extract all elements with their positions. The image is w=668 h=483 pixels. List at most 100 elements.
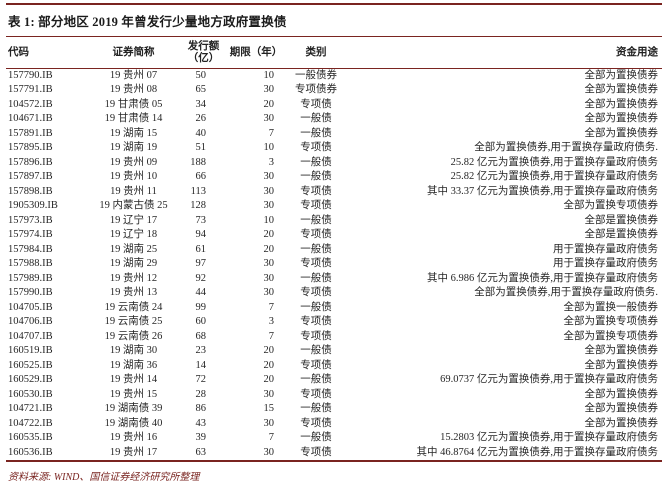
cell-name: 19 云南债 26 xyxy=(104,330,163,342)
cell-amount: 99 xyxy=(195,301,207,313)
cell-code: 157990.IB xyxy=(8,287,53,299)
cell-name: 19 甘肃债 14 xyxy=(104,113,163,125)
cell-amount: 128 xyxy=(190,200,206,212)
cell-category: 专项债券 xyxy=(295,84,337,96)
cell-name: 19 贵州 08 xyxy=(109,84,158,96)
cell-name: 19 贵州 10 xyxy=(109,171,158,183)
cell-category: 一般债 xyxy=(300,113,332,125)
cell-category: 专项债 xyxy=(300,98,332,110)
cell-term: 20 xyxy=(263,229,275,241)
table-row: 157989.IB 19 贵州 12 92 30 一般债 其中 6.986 亿元为置换债券… xyxy=(6,272,662,287)
cell-code: 157973.IB xyxy=(8,214,53,226)
cell-term: 20 xyxy=(263,98,275,110)
cell-term: 7 xyxy=(268,432,274,444)
top-rule xyxy=(6,3,662,5)
cell-term: 3 xyxy=(268,316,274,328)
cell-usage: 全部为置换债券 xyxy=(584,84,659,96)
cell-term: 10 xyxy=(263,142,275,154)
table-row: 157990.IB 19 贵州 13 44 30 专项债 全部为置换债券,用于置换存量政府… xyxy=(6,286,662,301)
cell-code: 160535.IB xyxy=(8,432,53,444)
cell-term: 30 xyxy=(263,113,275,125)
table-row: 104671.IB 19 甘肃债 14 26 30 一般债 全部为置换债券 xyxy=(6,112,662,127)
cell-amount: 65 xyxy=(195,84,207,96)
cell-category: 一般债 xyxy=(300,432,332,444)
cell-term: 10 xyxy=(263,214,275,226)
cell-usage: 用于置换存量政府债务 xyxy=(553,243,658,255)
cell-category: 专项债 xyxy=(300,185,332,197)
cell-usage: 25.82 亿元为置换债券,用于置换存量政府债务 xyxy=(450,156,658,168)
cell-usage: 全部为置换债券 xyxy=(584,345,659,357)
cell-term: 3 xyxy=(268,156,274,168)
cell-name: 19 贵州 13 xyxy=(109,287,158,299)
cell-amount: 50 xyxy=(195,70,207,81)
cell-category: 专项债 xyxy=(300,417,332,429)
cell-code: 104706.IB xyxy=(8,316,53,328)
cell-usage: 全部是置换债券 xyxy=(584,229,659,241)
cell-usage: 69.0737 亿元为置换债券,用于置换存量政府债务 xyxy=(440,374,658,386)
cell-usage: 全部为置换专项债券 xyxy=(563,316,659,328)
cell-name: 19 甘肃债 05 xyxy=(104,98,163,110)
cell-usage: 全部为置换债券 xyxy=(584,70,659,81)
cell-category: 专项债 xyxy=(300,446,332,458)
cell-category: 一般债 xyxy=(300,243,332,255)
table-row: 157984.IB 19 湖南 25 61 20 一般债 用于置换存量政府债务 xyxy=(6,243,662,258)
cell-usage: 全部为置换债券 xyxy=(584,113,659,125)
cell-usage: 其中 33.37 亿元为置换债券,用于置换存量政府债务 xyxy=(427,185,658,197)
cell-name: 19 贵州 16 xyxy=(109,432,158,444)
table-row: 104705.IB 19 云南债 24 99 7 一般债 全部为置换一般债券 xyxy=(6,301,662,316)
bond-table: 代码 证券简称 发行额 （亿） 期限（年） 类别 资金用途 xyxy=(6,36,662,462)
cell-code: 104671.IB xyxy=(8,113,53,125)
cell-amount: 14 xyxy=(195,359,207,371)
cell-code: 157896.IB xyxy=(8,156,53,168)
cell-code: 160519.IB xyxy=(8,345,53,357)
cell-term: 7 xyxy=(268,301,274,313)
table-row: 104722.IB 19 湖南债 40 43 30 专项债 全部为置换债券 xyxy=(6,417,662,432)
cell-category: 一般债 xyxy=(300,301,332,313)
cell-code: 104721.IB xyxy=(8,403,53,415)
cell-category: 专项债 xyxy=(300,200,332,212)
cell-amount: 39 xyxy=(195,432,207,444)
cell-usage: 全部为置换债券,用于置换存量政府债务. xyxy=(474,287,658,299)
cell-amount: 43 xyxy=(195,417,207,429)
cell-category: 一般债 xyxy=(300,171,332,183)
cell-code: 157898.IB xyxy=(8,185,53,197)
cell-usage: 其中 46.8764 亿元为置换债券,用于置换存量政府债务 xyxy=(416,446,659,458)
cell-name: 19 贵州 12 xyxy=(109,272,158,284)
cell-category: 一般债 xyxy=(300,403,332,415)
table-body: 157790.IB 19 贵州 07 50 10 一般债券 全部为置换债券 157791.I… xyxy=(6,69,662,461)
cell-code: 104707.IB xyxy=(8,330,53,342)
cell-code: 157895.IB xyxy=(8,142,53,154)
cell-usage: 其中 6.986 亿元为置换债券,用于置换存量政府债务 xyxy=(427,272,658,284)
cell-category: 专项债 xyxy=(300,388,332,400)
table-row: 104721.IB 19 湖南债 39 86 15 一般债 全部为置换债券 xyxy=(6,402,662,417)
table-row: 157897.IB 19 贵州 10 66 30 一般债 25.82 亿元为置换债券,用于… xyxy=(6,170,662,185)
cell-name: 19 贵州 17 xyxy=(109,446,158,458)
cell-amount: 44 xyxy=(195,287,207,299)
cell-code: 157891.IB xyxy=(8,127,53,139)
cell-amount: 34 xyxy=(195,98,207,110)
cell-code: 160525.IB xyxy=(8,359,53,371)
cell-usage: 25.82 亿元为置换债券,用于置换存量政府债务 xyxy=(450,171,658,183)
cell-amount: 68 xyxy=(195,330,207,342)
table-row: 160519.IB 19 湖南 30 23 20 一般债 全部为置换债券 xyxy=(6,344,662,359)
cell-code: 104572.IB xyxy=(8,98,53,110)
source-note: 资料来源: WIND、国信证券经济研究所整理 xyxy=(8,471,200,483)
cell-amount: 97 xyxy=(195,258,207,270)
cell-category: 专项债 xyxy=(300,316,332,328)
cell-code: 160536.IB xyxy=(8,446,53,458)
cell-term: 20 xyxy=(263,243,275,255)
cell-term: 30 xyxy=(263,388,275,400)
cell-term: 15 xyxy=(263,403,275,415)
cell-category: 一般债券 xyxy=(295,70,337,81)
table-title: 表 1: 部分地区 2019 年曾发行少量地方政府置换债 xyxy=(8,15,287,29)
cell-category: 专项债 xyxy=(300,258,332,270)
table-row: 157973.IB 19 辽宁 17 73 10 一般债 全部是置换债券 xyxy=(6,214,662,229)
cell-name: 19 云南债 24 xyxy=(104,301,163,313)
cell-name: 19 湖南债 40 xyxy=(104,417,163,429)
cell-term: 20 xyxy=(263,359,275,371)
header-name: 证券简称 xyxy=(86,36,181,69)
cell-usage: 全部为置换债券,用于置换存量政府债务. xyxy=(474,142,658,154)
table-row: 157895.IB 19 湖南 19 51 10 专项债 全部为置换债券,用于置换存量政府… xyxy=(6,141,662,156)
cell-amount: 72 xyxy=(195,374,207,386)
cell-name: 19 贵州 07 xyxy=(109,70,158,81)
